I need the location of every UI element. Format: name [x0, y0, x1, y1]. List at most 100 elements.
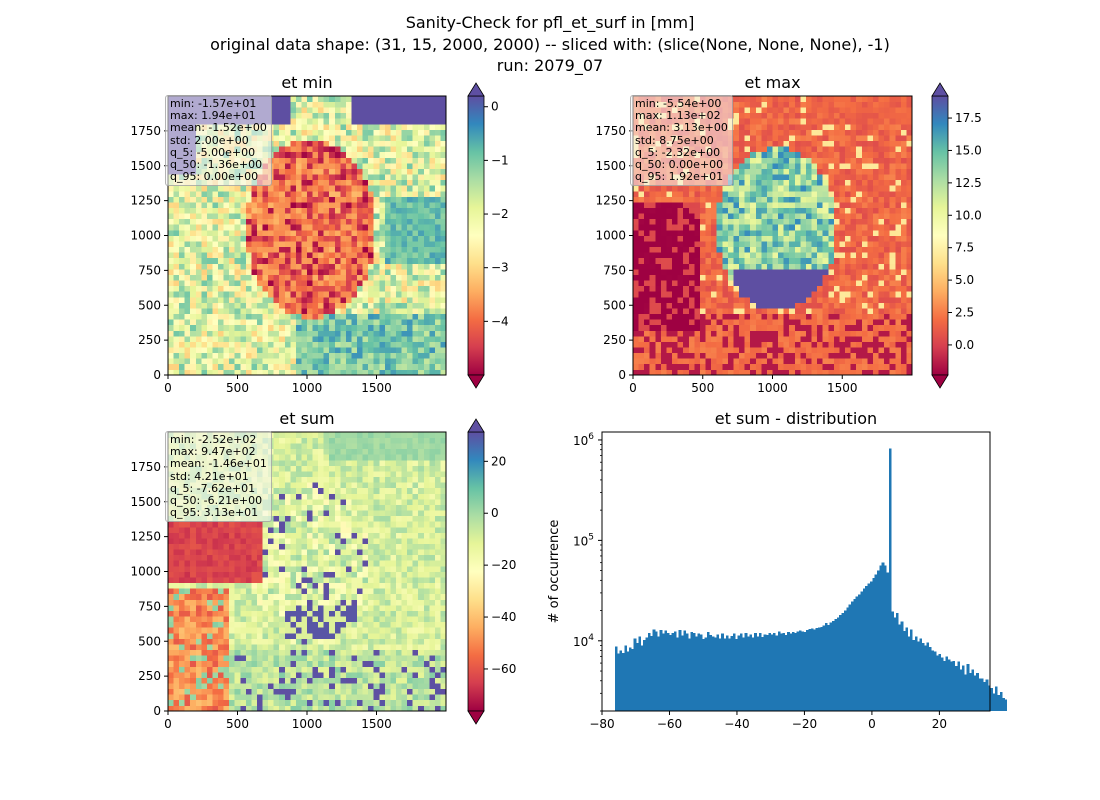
histogram-bar: [872, 578, 875, 711]
histogram-bar: [782, 633, 786, 711]
histogram-bar: [910, 629, 913, 711]
histogram-bar: [744, 633, 748, 711]
histogram-bar: [780, 633, 783, 711]
histogram-bar: [673, 631, 677, 711]
histogram-bar: [834, 618, 838, 711]
x-tick-label: 500: [226, 381, 249, 395]
histogram-bar: [664, 630, 668, 711]
colorbar-tick-label: 5.0: [955, 273, 974, 287]
histogram-bar: [950, 661, 953, 711]
histogram-bar: [666, 632, 670, 711]
histogram-bar: [768, 632, 771, 711]
stats-line: std: 2.00e+00: [170, 133, 249, 147]
stats-line: q_50: -1.36e+00: [170, 158, 263, 172]
y-tick-label: 1250: [130, 530, 161, 544]
histogram-bar: [801, 631, 805, 711]
histogram-bar: [832, 620, 835, 711]
x-tick-label: 0: [164, 717, 172, 731]
histogram-bar: [676, 637, 679, 711]
histogram-bar: [884, 565, 887, 711]
colorbar-extend-top: [467, 418, 485, 433]
x-tick-label: 0: [629, 381, 637, 395]
histogram-bar: [647, 632, 651, 711]
x-tick-label: 0: [868, 717, 876, 731]
histogram-bar: [749, 634, 753, 711]
histogram-bar: [751, 637, 755, 711]
histogram-bar: [926, 642, 930, 711]
histogram-bar: [841, 612, 845, 711]
histogram-bar: [999, 691, 1003, 711]
histogram-bar: [669, 635, 672, 711]
y-tick-label: 0: [153, 368, 161, 382]
histogram-bar: [770, 634, 774, 711]
histogram-bar: [725, 635, 729, 711]
x-tick-label: 1000: [757, 381, 788, 395]
histogram-bar: [737, 635, 741, 711]
histogram-bar: [895, 612, 899, 711]
histogram-bar: [995, 686, 998, 711]
histogram-bar: [758, 633, 762, 711]
stats-line: q_95: 3.13e+01: [170, 506, 259, 520]
histogram-bar: [723, 638, 727, 711]
histogram-bar: [858, 594, 861, 711]
histogram-bar: [919, 638, 923, 711]
histogram-bar: [973, 675, 977, 711]
stats-line: max: 1.13e+02: [635, 109, 721, 123]
histogram-bar: [784, 635, 788, 711]
panel-title: et sum - distribution: [715, 409, 877, 428]
x-tick-label: 500: [691, 381, 714, 395]
y-tick-label: 1500: [130, 159, 161, 173]
histogram-bar: [990, 687, 993, 711]
colorbar: 0 −1 −2 −3 −4: [467, 82, 509, 389]
histogram-bar: [898, 624, 901, 711]
colorbar-tick-label: 7.5: [955, 241, 974, 255]
histogram-bar: [699, 634, 703, 711]
colorbar-tick-label: 0: [491, 506, 499, 520]
histogram-bar: [645, 637, 649, 711]
histogram-bar: [761, 637, 764, 711]
stats-line: q_50: -6.21e+00: [170, 494, 263, 508]
histogram-bar: [860, 591, 864, 711]
histogram-bar: [886, 572, 890, 711]
y-tick-label: 104: [573, 633, 594, 649]
histogram-bar: [914, 636, 918, 711]
stats-line: q_5: -2.32e+00: [635, 145, 721, 159]
histogram-bar: [983, 681, 986, 711]
histogram-bar: [657, 636, 660, 711]
colorbar-tick-label: 2.5: [955, 306, 974, 320]
histogram-bar: [721, 633, 724, 711]
histogram-bar: [874, 574, 878, 711]
histogram-bar: [706, 632, 710, 711]
histogram-bar: [754, 632, 757, 711]
histogram-bar: [796, 631, 800, 711]
y-tick-label: 750: [138, 599, 161, 613]
stats-line: std: 4.21e+01: [170, 469, 249, 483]
histogram-bar: [806, 630, 809, 711]
histogram-bar: [969, 672, 972, 711]
x-tick-label: −20: [792, 717, 817, 731]
histogram-bar: [619, 650, 623, 711]
histogram-bar: [867, 583, 871, 711]
histogram-bar: [905, 627, 908, 711]
y-tick-label: 1250: [595, 194, 626, 208]
histogram-bar: [702, 639, 705, 711]
histogram-bar: [850, 601, 854, 711]
histogram-bar: [971, 669, 975, 711]
stats-line: min: -2.52e+02: [170, 433, 257, 446]
colorbar-tick-label: −20: [491, 558, 516, 572]
histogram-bar: [865, 586, 868, 711]
histogram-bar: [962, 665, 965, 711]
histogram-bar: [931, 650, 934, 711]
histogram-bar: [933, 651, 937, 711]
histogram-bar: [775, 635, 779, 711]
y-tick-label: 1000: [595, 229, 626, 243]
histogram-bar: [829, 622, 833, 711]
histogram-bar: [822, 625, 826, 711]
histogram-bar: [617, 653, 620, 711]
colorbar: 20 0 −20 −40 −60: [467, 418, 516, 725]
x-tick-label: 20: [932, 717, 947, 731]
stats-line: q_5: -7.62e+01: [170, 481, 256, 495]
histogram-bar: [643, 639, 646, 711]
panel-title: et min: [281, 73, 332, 92]
stats-box-et-max: min: -5.54e+00 max: 1.13e+02 mean: 3.13e+0…: [630, 95, 733, 187]
